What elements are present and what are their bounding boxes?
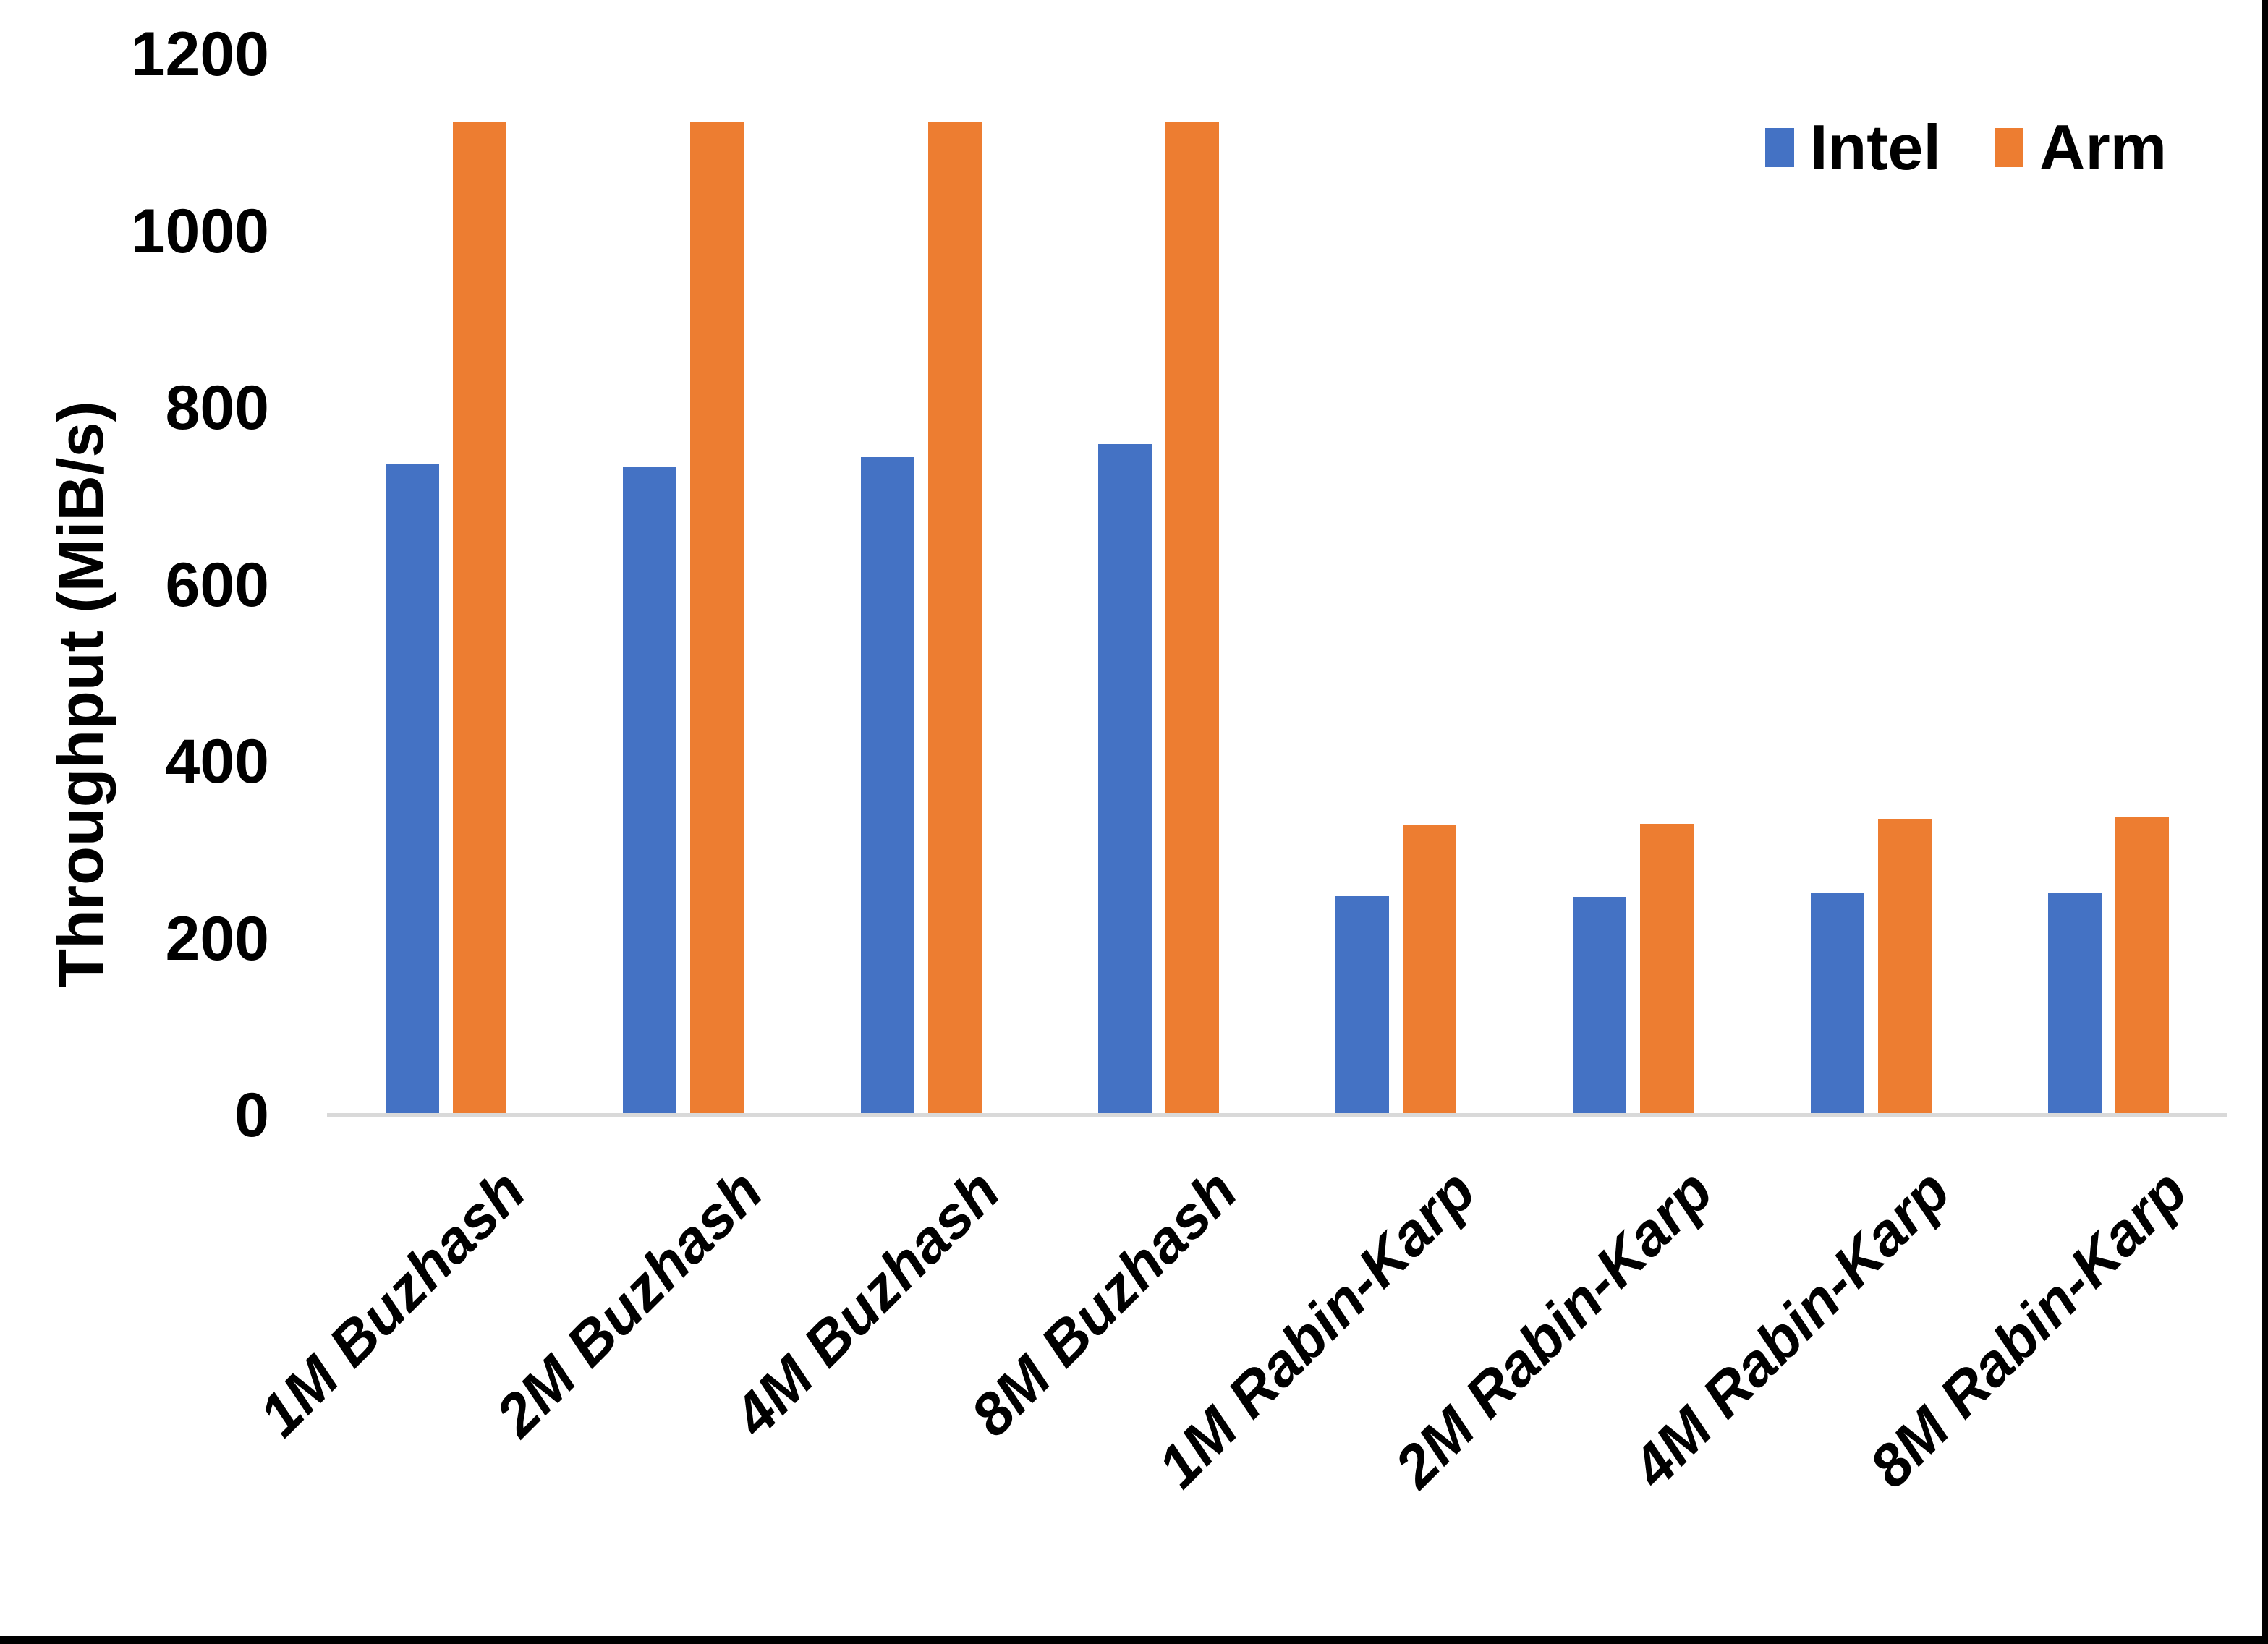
bar-intel-4m-buzhash (860, 457, 914, 1115)
y-tick-label-400: 400 (165, 727, 270, 796)
bar-arm-1m-rabin-karp (1403, 825, 1457, 1115)
y-tick-label-600: 600 (165, 550, 270, 620)
y-tick-label-800: 800 (165, 373, 270, 443)
page-border-bottom (0, 1636, 2268, 1644)
legend-item-arm: Arm (1994, 111, 2167, 183)
plot-area (327, 54, 2227, 1117)
bar-intel-2m-buzhash (623, 466, 677, 1115)
bar-intel-8m-buzhash (1097, 444, 1152, 1115)
legend: Intel Arm (1765, 116, 2167, 179)
bar-arm-8m-buzhash (1165, 122, 1219, 1115)
legend-label-arm: Arm (2039, 111, 2167, 183)
bar-arm-4m-buzhash (927, 122, 982, 1115)
legend-swatch-intel (1765, 128, 1794, 167)
bar-arm-8m-rabin-karp (2115, 817, 2169, 1115)
x-axis-line (327, 1113, 2227, 1117)
bar-intel-2m-rabin-karp (1573, 897, 1627, 1115)
bar-arm-2m-rabin-karp (1640, 823, 1694, 1115)
y-tick-label-200: 200 (165, 903, 270, 974)
legend-label-intel: Intel (1810, 111, 1941, 183)
bar-intel-4m-rabin-karp (1810, 893, 1864, 1115)
bar-arm-2m-buzhash (690, 122, 744, 1115)
y-tick-label-0: 0 (234, 1081, 269, 1150)
legend-swatch-arm (1994, 128, 2023, 167)
bar-intel-8m-rabin-karp (2047, 892, 2102, 1115)
bar-arm-4m-rabin-karp (1877, 819, 1932, 1115)
bar-intel-1m-buzhash (386, 464, 440, 1115)
bar-intel-1m-rabin-karp (1335, 895, 1390, 1115)
y-tick-label-1000: 1000 (130, 196, 269, 266)
page-border-right (2262, 0, 2268, 1644)
bar-arm-1m-buzhash (453, 122, 507, 1115)
y-tick-label-1200: 1200 (130, 20, 269, 89)
legend-item-intel: Intel (1765, 116, 1941, 179)
